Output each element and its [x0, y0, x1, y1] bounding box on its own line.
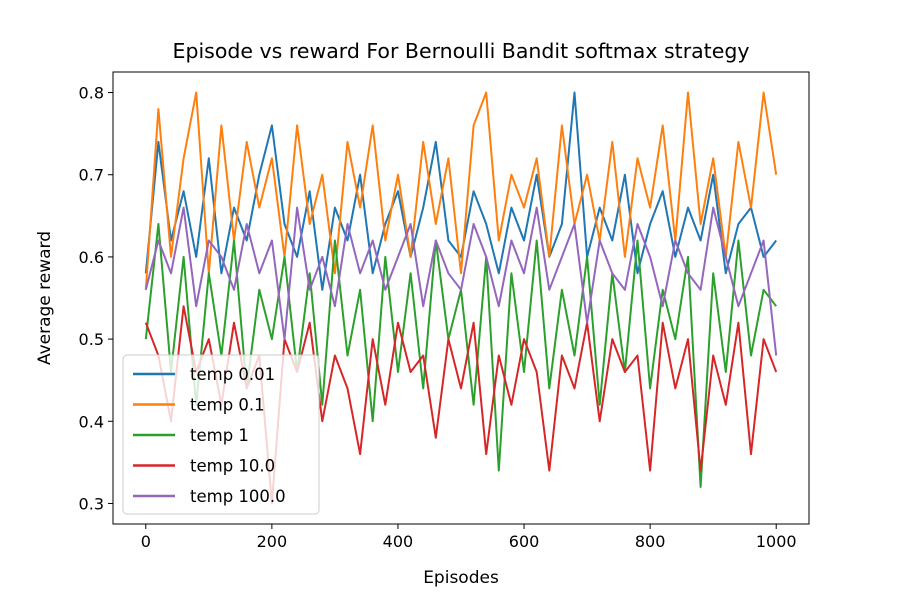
y-tick-label: 0.8	[79, 84, 104, 103]
legend-label: temp 100.0	[190, 487, 286, 506]
legend-label: temp 10.0	[190, 457, 275, 476]
y-tick-label: 0.7	[79, 166, 104, 185]
x-tick-label: 800	[635, 532, 666, 551]
x-tick-label: 400	[383, 532, 414, 551]
series-line-1	[144, 91, 778, 290]
legend-label: temp 0.1	[190, 396, 265, 415]
legend: temp 0.01 temp 0.1 temp 1 temp 10.0 temp 100…	[122, 354, 320, 515]
x-axis-label: Episodes	[423, 568, 499, 588]
y-tick-label: 0.3	[79, 494, 104, 513]
y-axis-label: Average reward	[35, 231, 55, 365]
y-tick-label: 0.5	[79, 330, 104, 349]
x-tick-label: 200	[257, 532, 288, 551]
y-tick-label: 0.6	[79, 248, 104, 267]
legend-label: temp 0.01	[190, 365, 275, 384]
x-axis: 0 200 400 600 800 1000	[141, 524, 797, 551]
legend-label: temp 1	[190, 426, 249, 445]
y-axis: 0.3 0.4 0.5 0.6 0.7 0.8	[79, 84, 113, 513]
y-tick-label: 0.4	[79, 412, 104, 431]
chart-title: Episode vs reward For Bernoulli Bandit s…	[173, 39, 750, 63]
plot-frame	[112, 71, 810, 525]
series-line-4	[144, 206, 778, 356]
x-tick-label: 1000	[756, 532, 797, 551]
series-line-0	[144, 91, 777, 291]
x-tick-label: 600	[509, 532, 540, 551]
legend-box	[122, 354, 320, 515]
x-tick-label: 0	[141, 532, 151, 551]
